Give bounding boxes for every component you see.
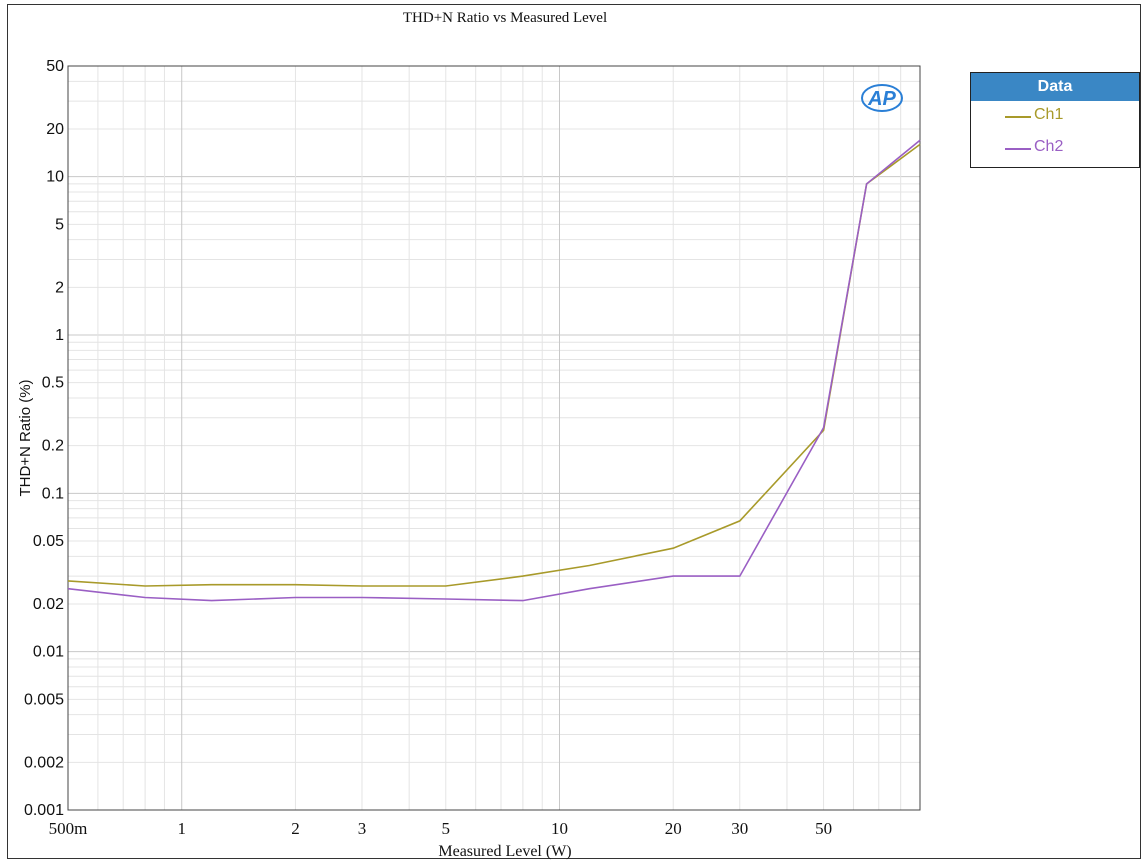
chart-title: THD+N Ratio vs Measured Level xyxy=(403,10,607,26)
y-tick-label: 0.05 xyxy=(33,533,64,550)
x-tick-label: 5 xyxy=(442,819,451,838)
legend-swatch-ch1 xyxy=(1005,116,1031,118)
plot-area xyxy=(67,65,921,811)
y-tick-label: 50 xyxy=(46,58,64,75)
legend-title: Data xyxy=(971,73,1139,101)
x-tick-label: 30 xyxy=(731,819,748,838)
x-tick-label: 2 xyxy=(291,819,300,838)
y-axis-label: THD+N Ratio (%) xyxy=(17,379,34,496)
x-tick-label: 50 xyxy=(815,819,832,838)
legend: Data Ch1 Ch2 xyxy=(970,72,1140,168)
y-tick-label: 10 xyxy=(46,169,64,186)
y-tick-label: 0.2 xyxy=(42,438,64,455)
y-tick-label: 0.01 xyxy=(33,644,64,661)
x-axis-label: Measured Level (W) xyxy=(438,843,571,860)
legend-label-ch1: Ch1 xyxy=(1034,106,1064,123)
y-tick-label: 0.005 xyxy=(24,691,64,708)
series-line-ch1 xyxy=(67,143,921,587)
series-line-ch2 xyxy=(67,139,921,602)
legend-label-ch2: Ch2 xyxy=(1034,138,1064,155)
grid xyxy=(67,65,921,811)
y-tick-label: 5 xyxy=(55,216,64,233)
legend-item-ch1: Ch1 xyxy=(971,101,1139,133)
ap-logo: AP xyxy=(861,84,903,112)
chart-frame xyxy=(7,4,1141,859)
legend-swatch-ch2 xyxy=(1005,148,1031,150)
y-tick-label: 1 xyxy=(55,327,64,344)
y-tick-labels: 50 20 10 5 2 1 0.5 0.2 0.1 0.05 0.02 0.01 0.005 0.002… xyxy=(24,58,64,819)
y-tick-label: 0.001 xyxy=(24,802,64,819)
y-tick-label: 20 xyxy=(46,121,64,138)
legend-item-ch2: Ch2 xyxy=(971,133,1139,165)
x-tick-label: 10 xyxy=(551,819,568,838)
x-tick-label: 500m xyxy=(49,819,88,838)
x-tick-label: 1 xyxy=(177,819,186,838)
x-tick-label: 20 xyxy=(665,819,682,838)
y-tick-label: 0.5 xyxy=(42,375,64,392)
ap-logo-text: AP xyxy=(867,88,896,110)
y-tick-label: 0.1 xyxy=(42,485,64,502)
x-tick-labels: 500m 1 2 3 5 10 20 30 50 xyxy=(49,819,832,838)
y-tick-label: 0.02 xyxy=(33,596,64,613)
y-tick-label: 2 xyxy=(55,279,64,296)
series-group xyxy=(67,139,921,602)
x-tick-label: 3 xyxy=(358,819,367,838)
y-tick-label: 0.002 xyxy=(24,754,64,771)
